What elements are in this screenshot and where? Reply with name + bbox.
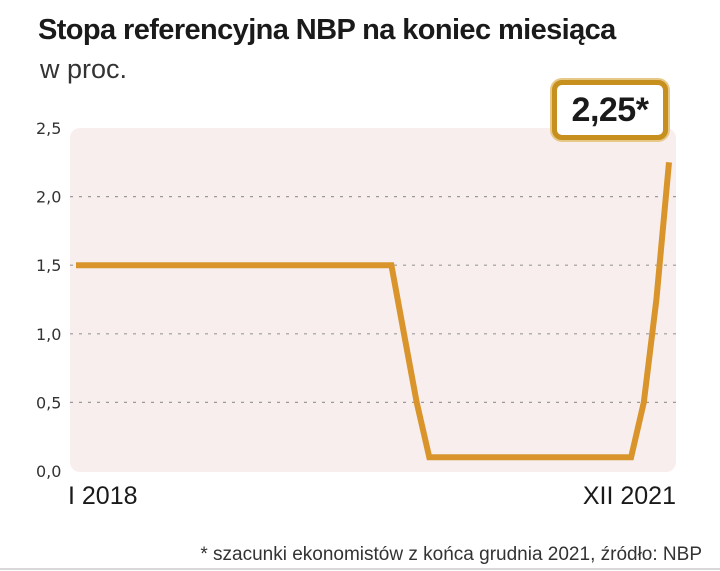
y-axis-ticks: 0,0 0,5 1,0 1,5 2,0 2,5 [36,119,61,481]
y-tick-label: 2,5 [36,119,61,138]
grid-lines [70,196,676,403]
y-tick-label: 0,5 [36,393,61,412]
source-footnote: * szacunki ekonomistów z końca grudnia 2… [200,544,702,565]
series-line [76,162,672,461]
bottom-divider [0,568,720,570]
y-tick-label: 2,0 [36,188,61,207]
latest-value-label: 2,25* [571,90,649,129]
latest-value-callout: 2,25* [552,80,668,140]
x-tick-label-start: I 2018 [68,482,138,510]
chart-title: Stopa referencyjna NBP na koniec miesiąc… [38,14,616,46]
y-tick-label: 1,0 [36,325,61,344]
y-tick-label: 0,0 [36,462,61,481]
y-tick-label: 1,5 [36,256,61,275]
x-axis-ticks: I 2018 XII 2021 [68,482,676,510]
series-layer [76,162,672,461]
plot-area [70,128,676,472]
x-tick-label-end: XII 2021 [583,482,676,510]
chart-subtitle: w proc. [40,54,128,84]
